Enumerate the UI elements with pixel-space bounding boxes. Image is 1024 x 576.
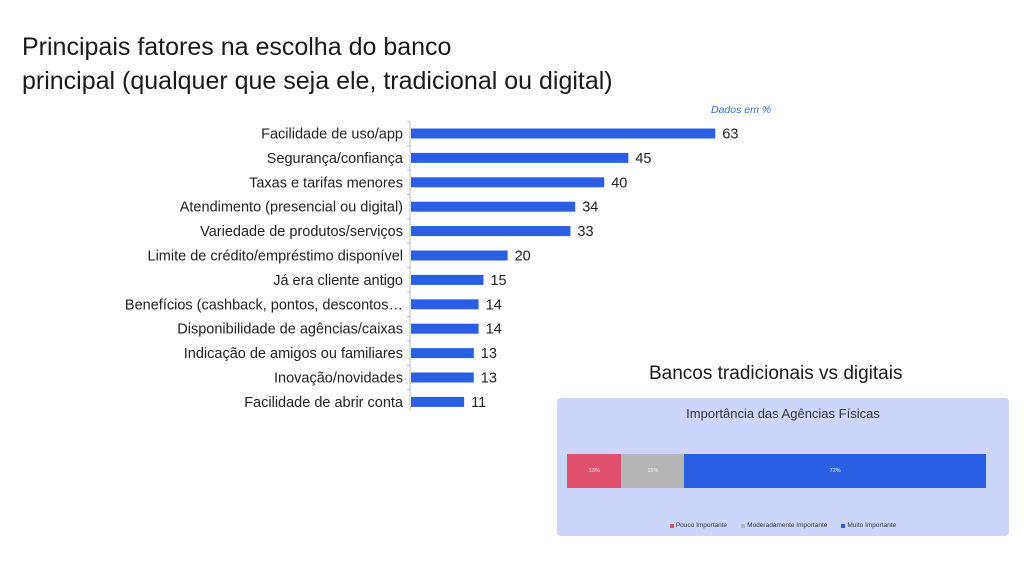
legend-item: Muito Importante (841, 522, 896, 529)
category-label: Indicação de amigos ou familiares (184, 346, 403, 362)
category-label: Segurança/confiança (267, 151, 404, 167)
category-label: Inovação/novidades (274, 371, 403, 387)
segment-label: 13% (588, 468, 600, 474)
bar (411, 299, 479, 310)
bar (411, 372, 474, 383)
legend-label: Moderadamente Importante (747, 522, 828, 529)
data-label: 40 (611, 175, 627, 191)
stacked-segment: 72% (684, 454, 986, 488)
bar (411, 177, 605, 188)
category-label: Facilidade de abrir conta (244, 395, 404, 411)
data-label: 13 (481, 371, 497, 387)
bar (411, 226, 571, 237)
bar (411, 201, 576, 212)
bar (411, 323, 479, 334)
panel-title: Importância das Agências Físicas (686, 406, 880, 421)
category-label: Taxas e tarifas menores (249, 175, 403, 191)
category-label: Facilidade de uso/app (261, 127, 403, 143)
category-label: Já era cliente antigo (273, 273, 403, 289)
category-label: Variedade de produtos/serviços (200, 224, 403, 240)
bar (411, 128, 716, 139)
legend-label: Pouco Importante (675, 522, 728, 529)
data-label: 33 (577, 224, 593, 240)
section-title: Bancos tradicionais vs digitais (649, 363, 903, 384)
chart-title-line-1: Principais fatores na escolha do banco (22, 33, 452, 61)
stacked-bar: 13% 15% 72% (567, 454, 986, 488)
legend-swatch (841, 523, 846, 528)
bar (411, 348, 474, 359)
data-label: 11 (471, 395, 486, 411)
category-label: Atendimento (presencial ou digital) (180, 200, 403, 216)
bar (411, 396, 465, 407)
category-label: Benefícios (cashback, pontos, descontos… (125, 297, 403, 313)
category-label: Limite de crédito/empréstimo disponível (148, 249, 403, 265)
data-label: 14 (486, 297, 502, 313)
legend: Pouco Importante Moderadamente Importante… (557, 522, 1009, 529)
bar (411, 250, 508, 261)
stacked-segment: 13% (567, 454, 622, 488)
agencies-importance-panel: Importância das Agências Físicas 13% 15% 7… (557, 398, 1009, 536)
data-label: 63 (722, 127, 738, 143)
segment-label: 15% (647, 468, 659, 474)
units-note: Dados em % (711, 104, 772, 116)
legend-item: Pouco Importante (669, 522, 728, 529)
segment-label: 72% (829, 468, 841, 474)
chart-title: Principais fatores na escolha do banco p… (22, 30, 782, 98)
category-label: Disponibilidade de agências/caixas (177, 322, 403, 338)
legend-swatch (669, 523, 674, 528)
data-label: 15 (490, 273, 506, 289)
bar (411, 274, 484, 285)
data-label: 45 (635, 151, 651, 167)
data-label: 13 (481, 346, 497, 362)
bar (411, 152, 629, 163)
data-label: 20 (515, 249, 531, 265)
legend-item: Moderadamente Importante (741, 522, 827, 529)
data-label: 34 (582, 200, 598, 216)
chart-title-line-2: principal (qualquer que seja ele, tradic… (22, 67, 613, 95)
stacked-segment: 15% (621, 454, 685, 488)
data-label: 14 (486, 322, 502, 338)
legend-swatch (741, 523, 746, 528)
legend-label: Muito Importante (847, 522, 897, 529)
